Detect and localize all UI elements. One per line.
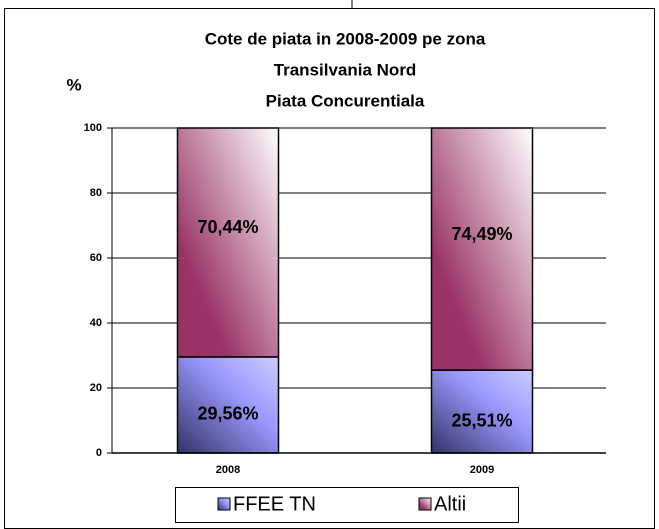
bar-segment	[430, 127, 534, 371]
bar-segment	[176, 356, 280, 454]
chart-title: Transilvania Nord	[274, 60, 417, 79]
y-tick-label: 0	[96, 447, 102, 459]
x-tick-label: 2009	[470, 464, 494, 476]
data-label: 74,49%	[451, 224, 512, 244]
legend-swatch	[217, 497, 231, 511]
bar-segment	[430, 369, 534, 454]
x-tick-label: 2008	[216, 464, 240, 476]
chart-title: Cote de piata in 2008-2009 pe zona	[205, 29, 486, 48]
chart-title: Piata Concurentiala	[266, 91, 425, 110]
y-axis-label: %	[66, 75, 81, 94]
legend-box	[175, 487, 519, 523]
frame	[4, 8, 655, 529]
y-tick-label: 40	[90, 317, 102, 329]
data-label: 70,44%	[197, 217, 258, 237]
y-tick-label: 100	[84, 122, 102, 134]
legend-swatch	[418, 497, 432, 511]
legend-label: Altii	[434, 493, 466, 515]
y-tick-label: 20	[90, 382, 102, 394]
y-tick-label: 80	[90, 187, 102, 199]
data-label: 29,56%	[197, 404, 258, 424]
y-tick-label: 60	[90, 252, 102, 264]
legend-label: FFEE TN	[233, 493, 316, 515]
data-label: 25,51%	[451, 410, 512, 430]
bar-segment	[176, 127, 280, 358]
